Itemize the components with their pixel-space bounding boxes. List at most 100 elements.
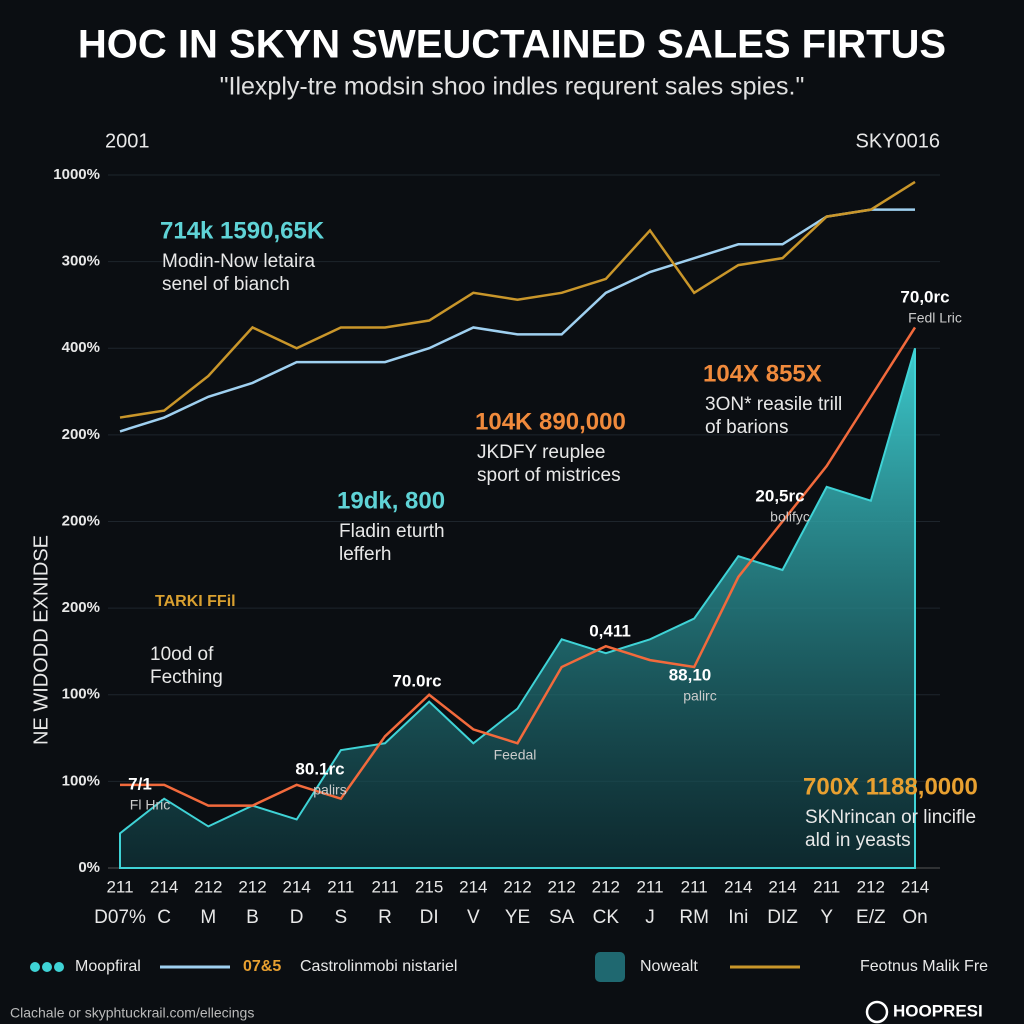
legend-marker <box>30 962 40 972</box>
x-tick-label: YE <box>505 907 530 928</box>
legend-marker <box>42 962 52 972</box>
x-tick-label: Y <box>820 907 833 928</box>
area <box>119 347 916 869</box>
x-tick-label: M <box>200 907 216 928</box>
x-sublabel: 211 <box>681 877 708 896</box>
point-label: 0,411 <box>589 621 631 640</box>
line <box>119 208 915 433</box>
x-sublabel: 212 <box>592 877 620 896</box>
legend-note: 07&5 <box>243 958 281 975</box>
y-tick-label: 100% <box>62 772 100 789</box>
x-sublabel: 212 <box>857 877 885 896</box>
brand: HOOPRESI <box>893 1001 983 1020</box>
annotation-text: senel of bianch <box>162 274 290 295</box>
x-sublabel: 214 <box>282 877 310 896</box>
annotation-text: ald in yeasts <box>805 830 911 851</box>
x-tick-label: On <box>902 907 927 928</box>
corner-label: SKY0016 <box>855 130 940 152</box>
x-tick-label: S <box>334 907 347 928</box>
annotation-title: 700X 1188,0000 <box>803 773 978 800</box>
point-label: 70,0rc <box>900 287 949 306</box>
chart-subtitle: "Ilexply-tre modsin shoo indles requrent… <box>220 73 805 101</box>
annotation-title: 104K 890,000 <box>475 408 626 435</box>
x-tick-label: D <box>290 907 304 928</box>
corner-label: 2001 <box>105 130 150 152</box>
x-tick-label: SA <box>549 907 575 928</box>
annotation-text: SKNrincan or lincifle <box>805 807 976 828</box>
legend-label: Nowealt <box>640 958 698 975</box>
x-tick-label: DIZ <box>767 907 798 928</box>
x-sublabel: 211 <box>371 877 398 896</box>
x-sublabel: 214 <box>724 877 752 896</box>
x-sublabel: 214 <box>459 877 487 896</box>
point-label: 20,5rc <box>755 486 804 505</box>
brand-icon <box>865 1000 889 1024</box>
annotation-text: Modin-Now letaira <box>162 251 316 272</box>
legend-marker <box>54 962 64 972</box>
legend-marker <box>595 952 625 982</box>
x-tick-label: J <box>645 907 655 928</box>
x-tick-label: V <box>467 907 480 928</box>
footer: Clachale or skyphtuckrail.com/ellecings <box>10 1005 254 1021</box>
chart-title: HOC IN SKYN SWEUCTAINED SALES FIRTUS <box>78 23 946 67</box>
y-tick-label: 400% <box>62 339 100 356</box>
x-tick-label: DI <box>420 907 439 928</box>
line <box>119 180 916 419</box>
annotation-title: 19dk, 800 <box>337 487 445 514</box>
x-tick-label: E/Z <box>856 907 886 928</box>
x-tick-label: CK <box>593 907 620 928</box>
x-sublabel: 214 <box>150 877 178 896</box>
x-sublabel: 214 <box>768 877 796 896</box>
point-label: 7/1 <box>128 774 152 793</box>
point-note: palirs <box>313 782 346 798</box>
annotation-title: 714k 1590,65K <box>160 217 325 244</box>
annotation-text: Fecthing <box>150 667 223 688</box>
x-tick-label: C <box>157 907 171 928</box>
x-sublabel: 212 <box>547 877 575 896</box>
x-sublabel: 211 <box>106 877 133 896</box>
x-tick-label: B <box>246 907 259 928</box>
x-tick-label: Ini <box>728 907 748 928</box>
annotation-text: 10od of <box>150 644 214 665</box>
legend-label: Moopfiral <box>75 958 141 975</box>
x-sublabel: 211 <box>813 877 840 896</box>
y-tick-label: 100% <box>62 686 100 703</box>
x-sublabel: 212 <box>238 877 266 896</box>
annotation-text: JKDFY reuplee <box>477 442 606 463</box>
annotation-text: Fladin eturth <box>339 521 445 542</box>
legend-label: Feotnus Malik Fre <box>860 958 988 975</box>
annotation-text: lefferh <box>339 544 391 565</box>
annotation-text: of barions <box>705 417 788 438</box>
annotation-text: 3ON* reasile trill <box>705 394 842 415</box>
y-tick-label: 1000% <box>53 166 100 183</box>
x-sublabel: 214 <box>901 877 929 896</box>
point-note: Fl Hric <box>130 797 170 813</box>
x-sublabel: 212 <box>194 877 222 896</box>
y-axis-label: NE WIDODD EXNIDSE <box>30 535 52 745</box>
y-tick-label: 200% <box>62 512 100 529</box>
x-sublabel: 215 <box>415 877 443 896</box>
point-label: 88,10 <box>669 665 712 684</box>
point-label: 80.1rc <box>295 759 344 778</box>
annotation-title: 104X 855X <box>703 360 822 387</box>
point-note: Fedl Lric <box>908 310 962 326</box>
annotation-text: sport of mistrices <box>477 465 621 486</box>
annotation-title: TARKI FFil <box>155 593 236 610</box>
legend-label: Castrolinmobi nistariel <box>300 958 457 975</box>
y-tick-label: 0% <box>78 859 100 876</box>
x-sublabel: 211 <box>327 877 354 896</box>
x-tick-label: RM <box>679 907 709 928</box>
y-tick-label: 200% <box>62 426 100 443</box>
x-sublabel: 211 <box>636 877 663 896</box>
point-note: bolifyc <box>770 509 810 525</box>
x-sublabel: 212 <box>503 877 531 896</box>
y-tick-label: 200% <box>62 599 100 616</box>
x-tick-label: R <box>378 907 392 928</box>
point-label: 70.0rc <box>392 671 441 690</box>
point-note: Feedal <box>494 747 537 763</box>
line <box>120 326 917 807</box>
y-tick-label: 300% <box>62 253 100 270</box>
point-note: palirc <box>683 688 716 704</box>
